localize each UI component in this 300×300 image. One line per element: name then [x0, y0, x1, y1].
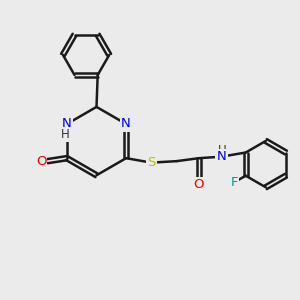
Text: O: O — [194, 178, 204, 191]
Text: N: N — [62, 118, 72, 130]
Text: F: F — [230, 176, 238, 189]
Text: N: N — [121, 118, 131, 130]
Text: O: O — [36, 154, 46, 168]
Text: H: H — [218, 144, 227, 157]
Text: S: S — [147, 156, 156, 169]
Text: H: H — [61, 128, 70, 141]
Text: N: N — [216, 150, 226, 163]
